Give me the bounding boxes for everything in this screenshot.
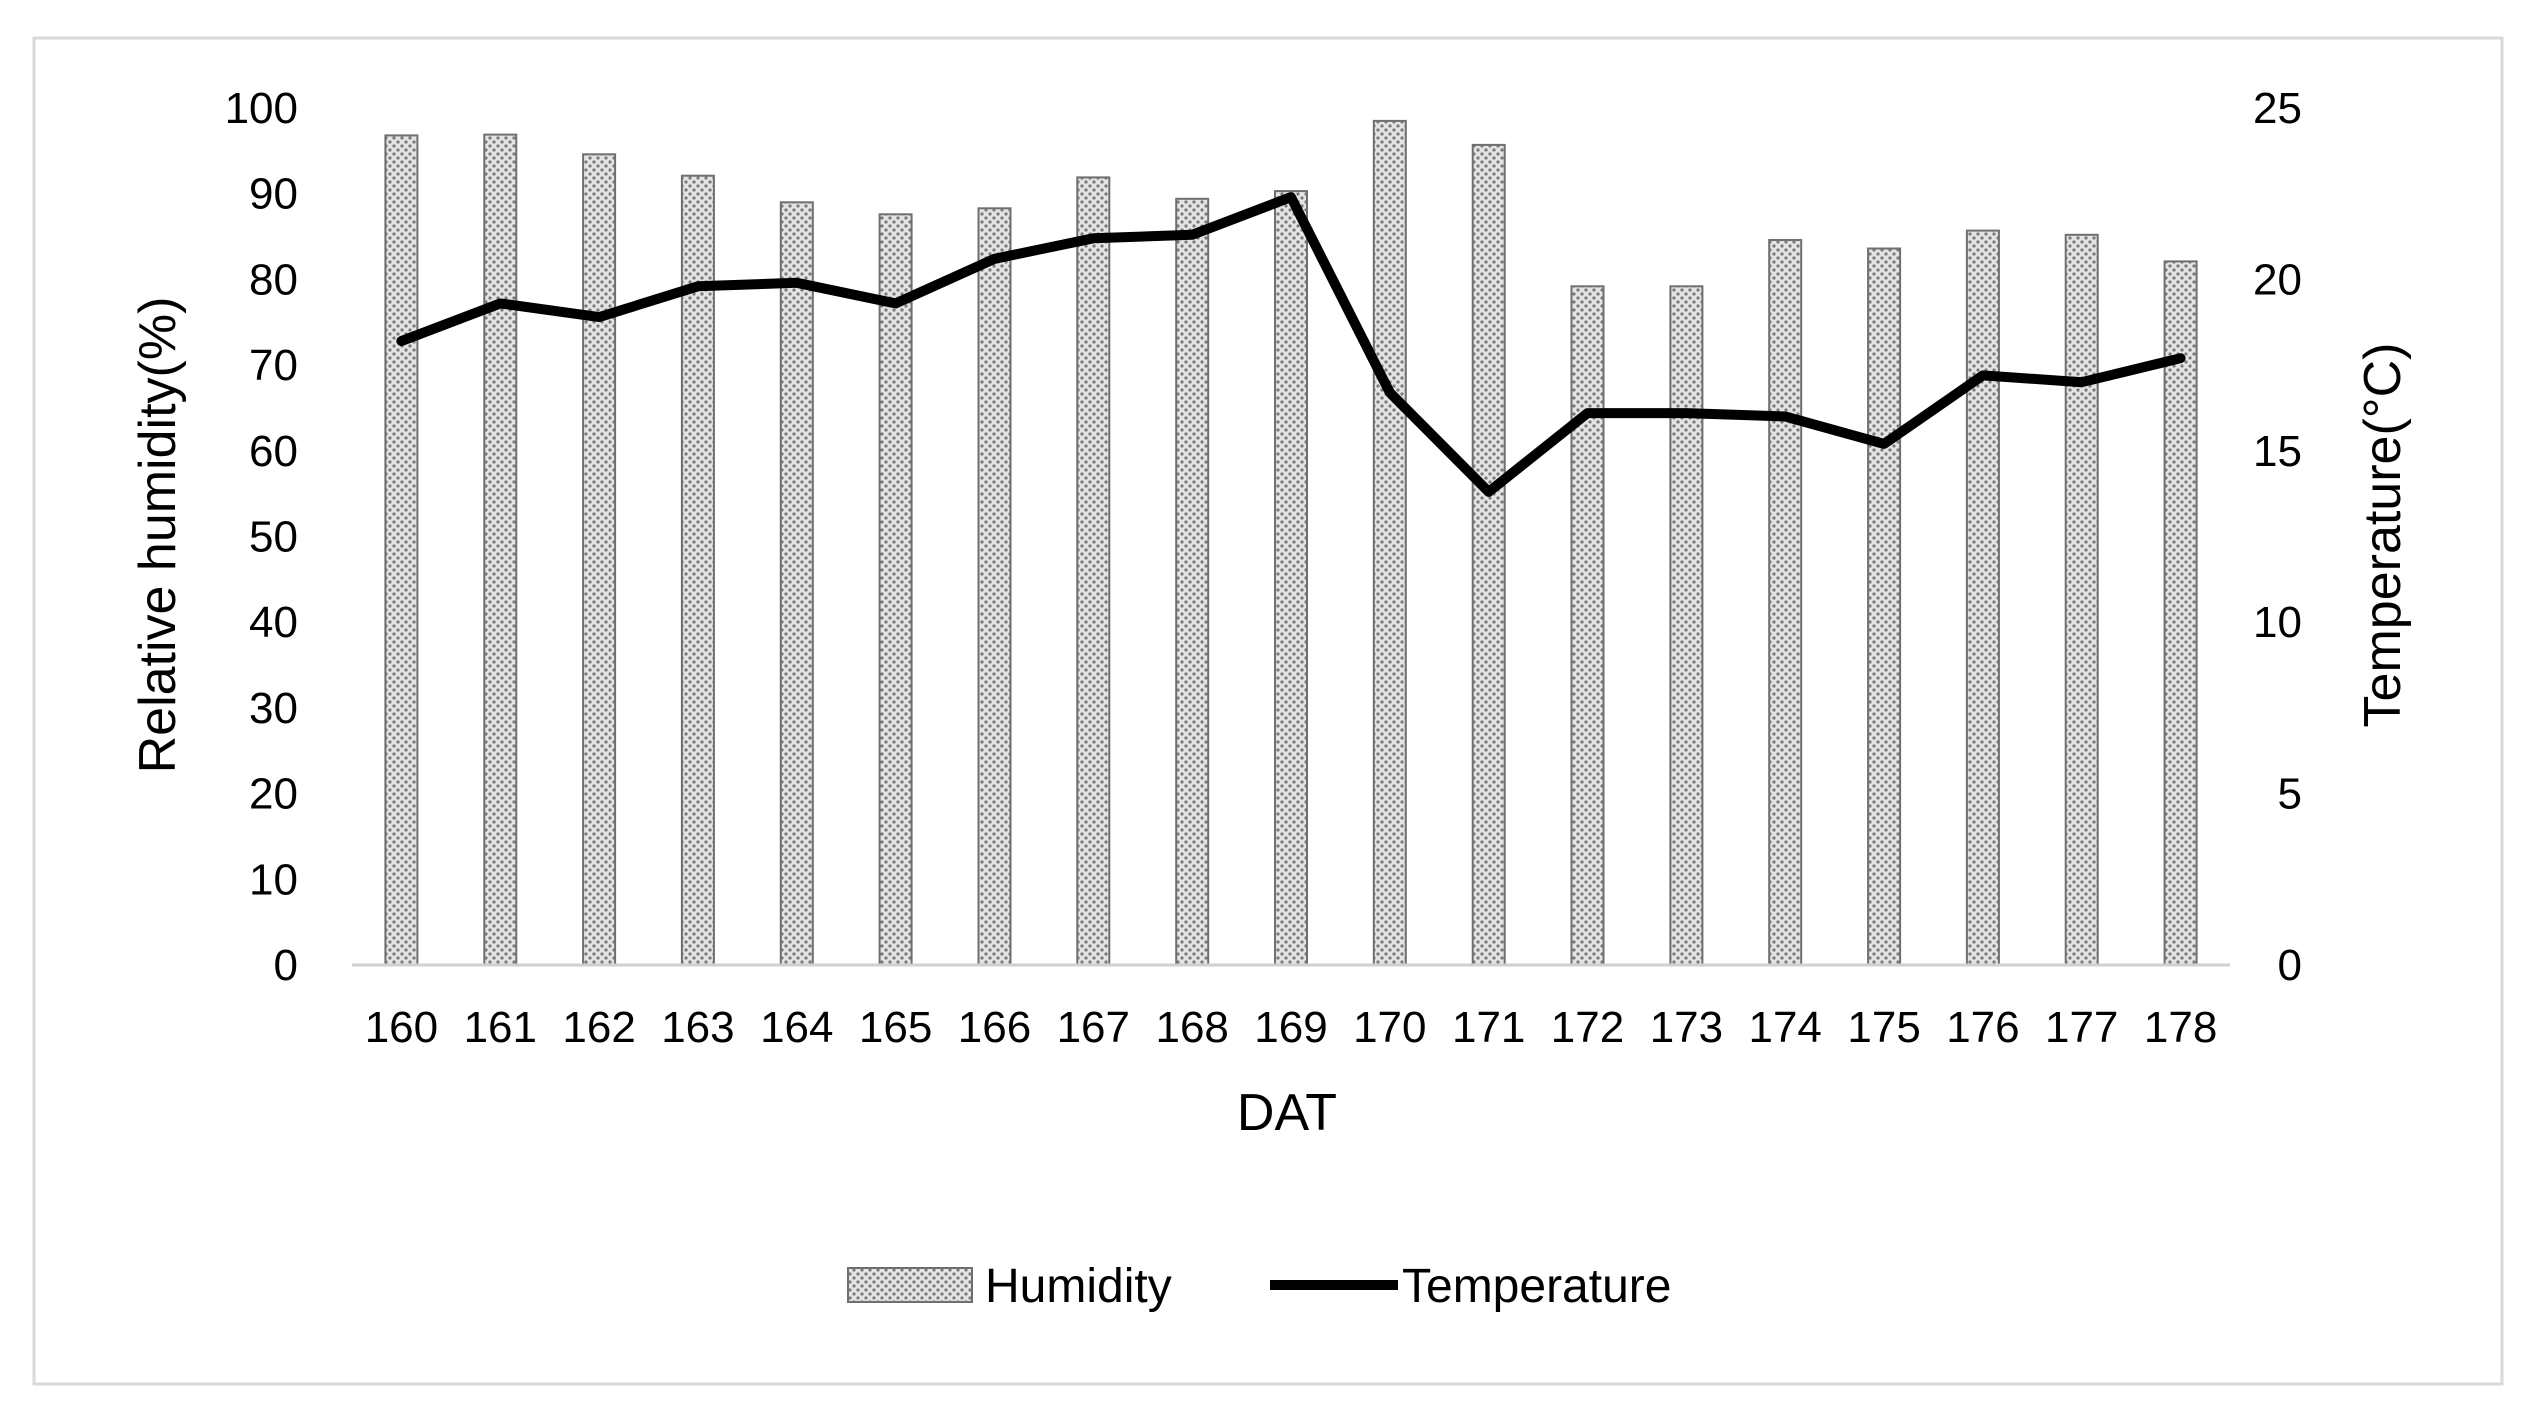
left-tick-label: 10 [249, 855, 298, 904]
humidity-bar-164 [779, 201, 814, 967]
x-tick-label-174: 174 [1748, 1003, 1821, 1052]
x-tick-label-178: 178 [2144, 1003, 2217, 1052]
legend: Humidity Temperature [847, 1260, 1671, 1313]
x-tick-label-173: 173 [1650, 1003, 1723, 1052]
left-axis-ticks: 0 10 20 30 40 50 60 70 80 90 100 [225, 84, 298, 990]
right-tick-label: 20 [2253, 255, 2302, 304]
humidity-bar-167 [1076, 176, 1111, 966]
temperature-line [396, 192, 2186, 497]
x-tick-label-162: 162 [562, 1003, 635, 1052]
humidity-bar-169 [1274, 190, 1308, 967]
humidity-bar-168 [1175, 197, 1210, 967]
left-tick-label: 30 [249, 684, 298, 733]
x-tick-label-160: 160 [365, 1003, 438, 1052]
humidity-bar-175 [1867, 247, 1902, 966]
humidity-bar-178 [2163, 260, 2198, 966]
humidity-bar-161 [483, 133, 518, 967]
humidity-bar-170 [1372, 119, 1407, 966]
legend-temperature-label: Temperature [1402, 1260, 1671, 1313]
humidity-bars [384, 119, 2198, 967]
humidity-bar-160 [384, 134, 419, 966]
left-tick-label: 100 [225, 84, 298, 133]
humidity-bar-176 [1965, 229, 2000, 967]
left-axis-title: Relative humidity(%) [129, 297, 187, 774]
x-tick-label-172: 172 [1551, 1003, 1624, 1052]
humidity-bar-172 [1570, 285, 1605, 966]
left-tick-label: 20 [249, 770, 298, 819]
humidity-bar-165 [878, 213, 913, 967]
left-tick-label: 60 [249, 427, 298, 476]
legend-humidity-swatch [847, 1267, 973, 1303]
x-tick-label-175: 175 [1847, 1003, 1920, 1052]
left-tick-label: 50 [249, 513, 298, 562]
left-tick-label: 0 [274, 941, 298, 990]
x-tick-label-176: 176 [1946, 1003, 2019, 1052]
humidity-bar-162 [582, 153, 617, 967]
right-tick-label: 25 [2253, 84, 2302, 133]
x-axis-ticks: 160 161 162 163 164 165 166 167 168 169 170 171 172 1… [365, 1003, 2218, 1052]
left-tick-label: 70 [249, 341, 298, 390]
right-tick-label: 15 [2253, 427, 2302, 476]
x-tick-label-161: 161 [464, 1003, 537, 1052]
x-tick-label-177: 177 [2045, 1003, 2118, 1052]
humidity-bar-174 [1768, 239, 1803, 966]
legend-humidity-label: Humidity [985, 1260, 1172, 1313]
x-tick-label-165: 165 [859, 1003, 932, 1052]
humidity-bar-171 [1471, 143, 1506, 966]
humidity-bar-173 [1669, 285, 1704, 966]
x-tick-label-166: 166 [958, 1003, 1031, 1052]
x-tick-label-170: 170 [1353, 1003, 1426, 1052]
x-tick-label-169: 169 [1254, 1003, 1327, 1052]
humidity-bar-166 [977, 207, 1012, 967]
x-tick-label-167: 167 [1057, 1003, 1130, 1052]
x-tick-label-171: 171 [1452, 1003, 1525, 1052]
x-tick-label-163: 163 [661, 1003, 734, 1052]
right-tick-label: 10 [2253, 598, 2302, 647]
left-tick-label: 90 [249, 170, 298, 219]
x-tick-label-164: 164 [760, 1003, 833, 1052]
left-tick-label: 80 [249, 255, 298, 304]
right-axis-title: Temperature(°C) [2354, 343, 2412, 728]
left-tick-label: 40 [249, 598, 298, 647]
x-axis-title: DAT [1237, 1084, 1337, 1142]
x-tick-label-168: 168 [1155, 1003, 1228, 1052]
right-tick-label: 0 [2278, 941, 2302, 990]
humidity-bar-177 [2064, 233, 2099, 967]
right-axis-ticks: 0 5 10 15 20 25 [2253, 84, 2302, 990]
right-tick-label: 5 [2278, 770, 2302, 819]
